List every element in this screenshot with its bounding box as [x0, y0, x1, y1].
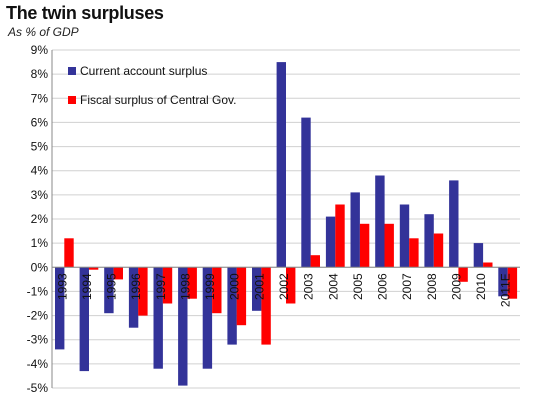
current-account-bar	[252, 267, 262, 311]
current-account-bar	[227, 267, 237, 345]
y-axis-ticks: 9% 8% 7% 6% 5% 4% 3% 2% 1% 0% -1% -2% -3% -4% -5%	[27, 43, 49, 395]
x-category-label: 1998	[178, 273, 192, 300]
axes	[51, 50, 520, 388]
fiscal-surplus-bar	[335, 204, 345, 268]
current-account-bar	[276, 62, 286, 268]
y-tick-label: 5%	[31, 140, 49, 154]
current-account-bar	[178, 267, 188, 386]
fiscal-surplus-bar	[113, 267, 123, 280]
current-account-bar	[449, 180, 459, 268]
y-tick-label: -4%	[27, 357, 49, 371]
x-category-label: 2000	[228, 273, 242, 300]
fiscal-surplus-bar	[286, 267, 296, 304]
x-category-label: 2002	[277, 273, 291, 300]
fiscal-surplus-bar	[187, 267, 197, 299]
current-account-bar	[153, 267, 163, 369]
legend-label: Current account surplus	[80, 64, 207, 78]
y-tick-label: 8%	[31, 67, 49, 81]
x-category-label: 1993	[55, 273, 69, 300]
fiscal-surplus-bar	[458, 267, 468, 282]
x-category-label: 1994	[80, 273, 94, 300]
fiscal-surplus-bar	[236, 267, 247, 326]
x-category-label: 2007	[400, 273, 414, 300]
legend: Current account surplus Fiscal surplus of…	[68, 64, 237, 107]
fiscal-surplus-bar	[483, 262, 493, 268]
fiscal-surplus-bar	[310, 255, 320, 268]
legend-swatch	[68, 67, 76, 75]
fiscal-surplus-bar	[261, 267, 271, 345]
x-category-label: 2008	[425, 273, 439, 300]
current-account-bar	[424, 214, 434, 268]
current-account-bar	[202, 267, 213, 369]
fiscal-surplus-bar	[138, 267, 148, 316]
fiscal-surplus-bar	[409, 238, 419, 268]
x-category-label: 1996	[129, 273, 143, 300]
current-account-bar	[104, 267, 114, 314]
y-tick-label: 2%	[31, 212, 49, 226]
fiscal-surplus-bar	[384, 223, 394, 268]
x-axis-labels: 1993 1994 1995 1996 1997 1998 1999 2000 2001 2002…	[55, 273, 512, 307]
legend-swatch	[68, 96, 76, 104]
y-tick-label: -5%	[27, 381, 49, 395]
x-category-label: 2010	[474, 273, 488, 300]
bars	[55, 62, 518, 386]
legend-label: Fiscal surplus of Central Gov.	[80, 93, 237, 107]
x-category-label: 1997	[154, 273, 168, 300]
fiscal-surplus-bar	[162, 267, 173, 304]
x-category-label: 2001	[252, 273, 266, 300]
x-category-label: 2003	[302, 273, 316, 300]
fiscal-surplus-bar	[433, 233, 444, 268]
y-tick-label: 0%	[31, 260, 49, 274]
current-account-bar	[498, 267, 508, 297]
current-account-bar	[473, 243, 484, 268]
x-category-label: 2011E	[499, 273, 513, 307]
current-account-bar	[399, 204, 410, 268]
y-tick-label: 6%	[31, 115, 49, 129]
y-tick-label: -3%	[27, 333, 49, 347]
x-category-label: 2005	[351, 273, 365, 300]
y-tick-label: 7%	[31, 91, 49, 105]
y-tick-label: 9%	[31, 43, 49, 57]
y-tick-label: -1%	[27, 284, 49, 298]
current-account-bar	[79, 267, 89, 372]
current-account-bar	[55, 267, 65, 350]
x-category-label: 2009	[449, 273, 463, 300]
current-account-bar	[128, 267, 139, 328]
y-tick-label: 1%	[31, 236, 49, 250]
fiscal-surplus-bar	[212, 267, 222, 314]
x-category-label: 1995	[105, 273, 119, 300]
current-account-bar	[325, 216, 336, 268]
x-category-label: 2006	[376, 273, 390, 300]
chart-subtitle: As % of GDP	[8, 25, 79, 39]
current-account-bar	[301, 117, 311, 268]
current-account-bar	[350, 192, 360, 268]
current-account-bar	[375, 175, 385, 268]
x-category-label: 1999	[203, 273, 217, 300]
fiscal-surplus-bar	[507, 267, 518, 299]
chart-title: The twin surpluses	[6, 3, 164, 23]
y-tick-label: 4%	[31, 164, 49, 178]
x-category-label: 2004	[326, 273, 340, 300]
y-tick-label: -2%	[27, 309, 49, 323]
fiscal-surplus-bar	[64, 238, 74, 268]
y-tick-label: 3%	[31, 188, 49, 202]
fiscal-surplus-bar	[359, 223, 370, 268]
fiscal-surplus-bar	[88, 267, 99, 270]
